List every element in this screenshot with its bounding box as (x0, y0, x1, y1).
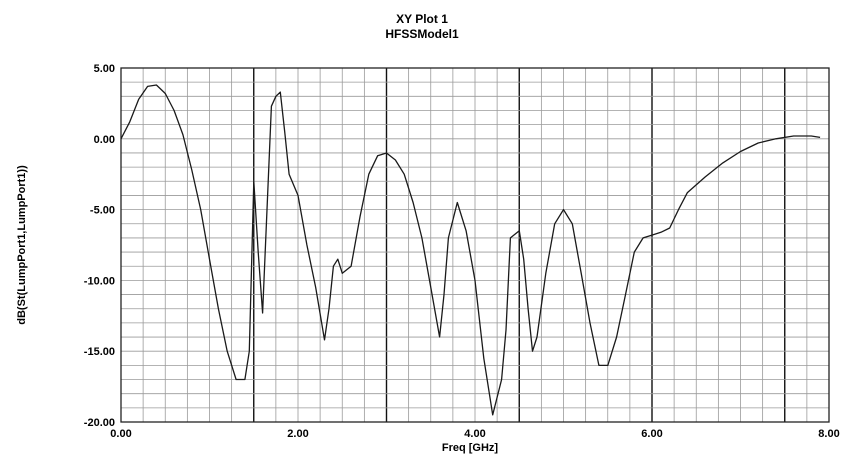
x-axis-ticks: 0.00 2.00 4.00 6.00 8.00 (110, 428, 839, 440)
y-tick-label: -5.00 (90, 205, 115, 217)
y-tick-label: 5.00 (94, 63, 115, 75)
grid-lines (121, 68, 829, 422)
chart-title: XY Plot 1 (396, 12, 448, 26)
x-axis-label: Freq [GHz] (442, 442, 499, 454)
x-tick-label: 4.00 (464, 428, 485, 440)
y-tick-label: -15.00 (84, 346, 115, 358)
chart-subtitle: HFSSModel1 (385, 27, 459, 41)
x-tick-label: 8.00 (818, 428, 839, 440)
y-axis-label: dB(St(LumpPort1,LumpPort1)) (16, 165, 28, 325)
x-tick-label: 6.00 (641, 428, 662, 440)
x-tick-label: 0.00 (110, 428, 131, 440)
y-tick-label: 0.00 (94, 134, 115, 146)
series-layer (120, 84, 821, 416)
plot-frame (120, 67, 830, 423)
y-tick-label: -10.00 (84, 275, 115, 287)
y-tick-label: -20.00 (84, 417, 115, 429)
y-axis-ticks: 5.00 0.00 -5.00 -10.00 -15.00 -20.00 (84, 63, 115, 429)
x-tick-label: 2.00 (287, 428, 308, 440)
series-line (120, 84, 821, 416)
